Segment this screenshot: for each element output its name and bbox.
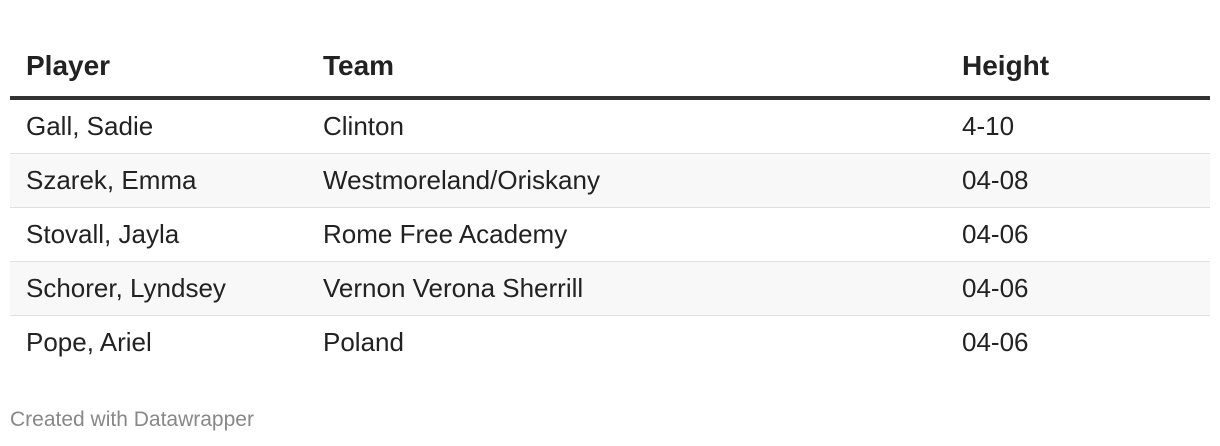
table-cell: Gall, Sadie: [10, 98, 307, 154]
data-table: Player Team Height Gall, Sadie Clinton 4-10 S…: [10, 36, 1210, 369]
credit: Created with Datawrapper: [10, 408, 254, 431]
table-cell: 04-06: [946, 261, 1210, 316]
table-row: Gall, Sadie Clinton 4-10: [10, 98, 1210, 154]
table-cell: Poland: [323, 327, 404, 357]
table-cell: Rome Free Academy: [307, 207, 946, 262]
table-cell: Schorer, Lyndsey: [10, 261, 307, 316]
header-row: Player Team Height: [10, 36, 1210, 100]
column-header: Team: [307, 36, 946, 100]
table-cell: Westmoreland/Oriskany: [307, 153, 946, 208]
table-cell: Szarek, Emma: [10, 153, 307, 208]
table-row: Stovall, Jayla Rome Free Academy 04-06: [10, 207, 1210, 262]
table-row: Szarek, Emma Westmoreland/Oriskany 04-08: [10, 153, 1210, 208]
column-header: Player: [10, 36, 307, 100]
table-cell: Vernon Verona Sherrill: [307, 261, 946, 316]
table-row: Pope, Ariel Poland 04-06: [10, 316, 1210, 370]
table-cell: 04-06: [946, 207, 1210, 262]
table-cell: Stovall, Jayla: [10, 207, 307, 262]
table-cell: 04-08: [946, 153, 1210, 208]
table-cell: 4-10: [946, 98, 1210, 154]
table-cell: Pope, Ariel: [26, 327, 152, 357]
table-cell: 04-06: [962, 327, 1029, 357]
table-row: Schorer, Lyndsey Vernon Verona Sherrill 04…: [10, 261, 1210, 316]
table-cell: Clinton: [307, 98, 946, 154]
column-header: Height: [946, 36, 1210, 100]
